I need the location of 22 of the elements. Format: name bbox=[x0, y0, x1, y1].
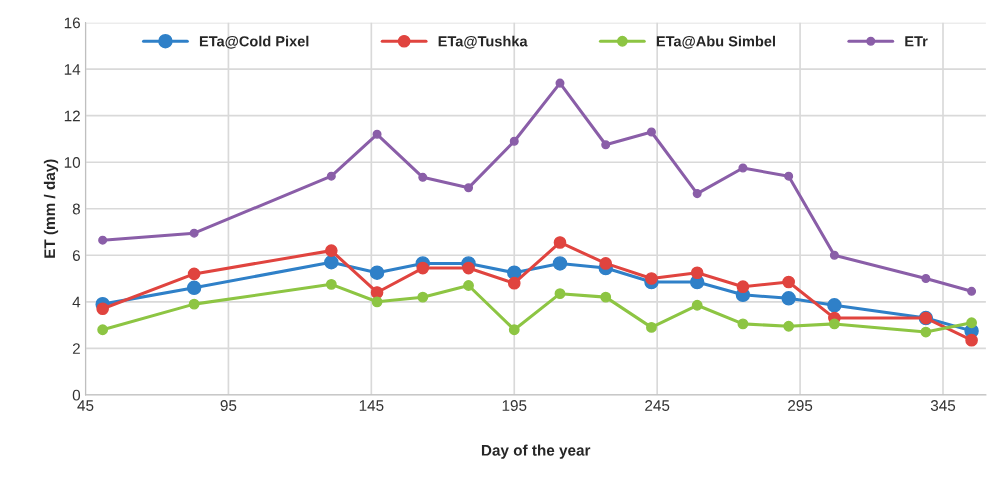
x-tick-label: 295 bbox=[788, 400, 813, 411]
y-tick-label: 0 bbox=[72, 389, 81, 401]
legend-label: ETa@Cold Pixel bbox=[199, 35, 309, 49]
legend-label: ETr bbox=[905, 36, 928, 47]
y-tick-label: 6 bbox=[72, 250, 80, 261]
y-axis-title: ET (mm / day) bbox=[43, 159, 59, 258]
y-tick-label: 10 bbox=[64, 157, 81, 168]
x-axis-title: Day of the year bbox=[481, 444, 591, 459]
legend-label: ETa@Abu Simbel bbox=[656, 35, 775, 49]
y-tick-label: 14 bbox=[64, 64, 81, 75]
y-tick-label: 12 bbox=[64, 110, 80, 122]
x-tick-label: 345 bbox=[930, 400, 956, 411]
x-tick-label: 45 bbox=[77, 400, 94, 411]
x-tick-label: 195 bbox=[502, 400, 527, 411]
x-tick-label: 95 bbox=[220, 400, 237, 411]
y-tick-label: 8 bbox=[72, 203, 80, 215]
x-tick-label: 245 bbox=[645, 400, 670, 411]
x-tick-label: 145 bbox=[359, 400, 384, 411]
y-tick-label: 16 bbox=[64, 17, 80, 29]
y-tick-label: 4 bbox=[72, 296, 81, 308]
legend-label: ETa@Tushka bbox=[438, 35, 528, 49]
y-tick-label: 2 bbox=[72, 343, 80, 354]
